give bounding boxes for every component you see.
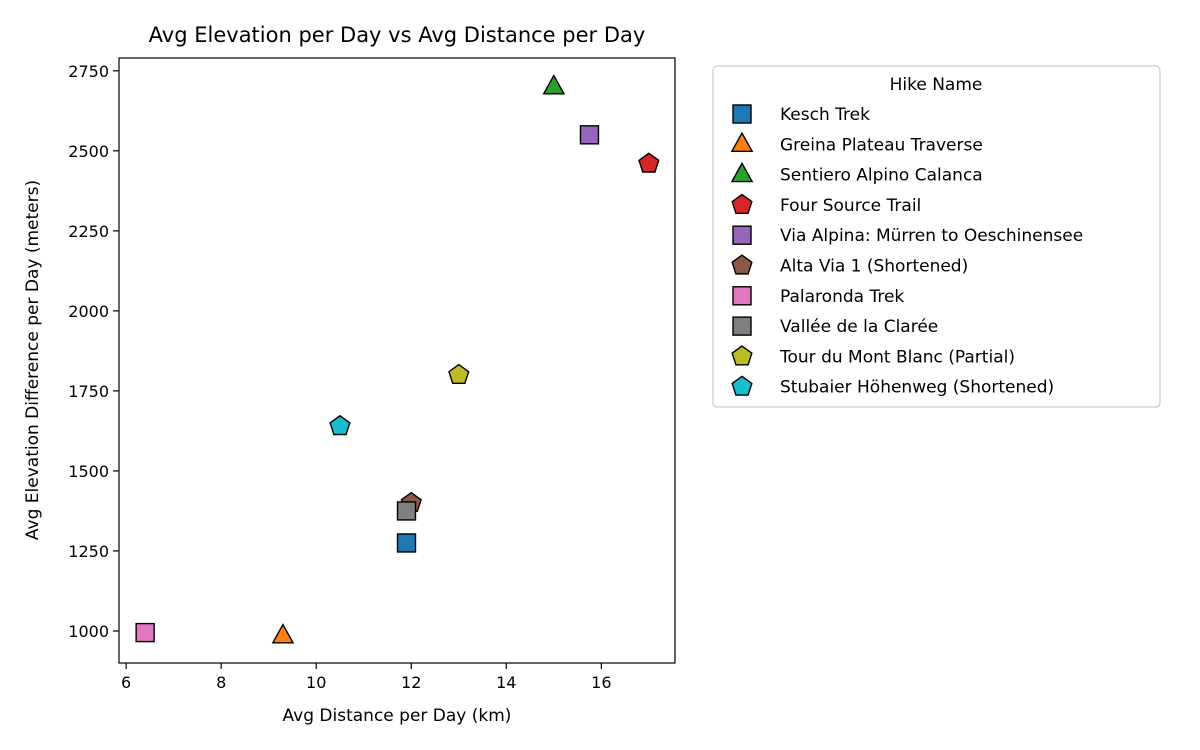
legend-marker xyxy=(731,193,753,214)
data-points xyxy=(135,74,660,644)
x-axis: 6 8 10 12 14 16 xyxy=(121,663,612,692)
legend-label: Vallée de la Clarée xyxy=(780,317,938,337)
x-tick-label: 10 xyxy=(306,673,326,692)
data-point xyxy=(542,74,566,95)
legend-label: Alta Via 1 (Shortened) xyxy=(780,257,968,277)
legend-marker xyxy=(730,161,754,183)
legend-items: Kesch Trek Greina Plateau Traverse Sentier… xyxy=(730,104,1083,398)
legend-label: Via Alpina: Mürren to Oeschinensee xyxy=(780,226,1083,246)
y-tick-label: 2500 xyxy=(68,142,109,161)
legend-item: Sentiero Alpino Calanca xyxy=(730,161,983,186)
chart-title: Avg Elevation per Day vs Avg Distance pe… xyxy=(149,23,646,47)
legend-label: Four Source Trail xyxy=(780,196,921,216)
legend-marker xyxy=(731,375,753,396)
plot-area: 6 8 10 12 14 16 1000 1250 1500 1750 2000 2250 2500 2… xyxy=(68,57,676,692)
y-tick-label: 1000 xyxy=(68,622,109,641)
legend-marker xyxy=(731,254,753,275)
y-tick-label: 1500 xyxy=(68,462,109,481)
legend-label: Palaronda Trek xyxy=(780,287,904,307)
data-point xyxy=(396,533,417,553)
y-axis-label: Avg Elevation Difference per Day (meters… xyxy=(23,180,43,540)
legend-title: Hike Name xyxy=(890,75,983,95)
data-point xyxy=(135,622,155,643)
legend-marker xyxy=(732,104,752,124)
legend-label: Stubaier Höhenweg (Shortened) xyxy=(780,378,1054,398)
y-tick-label: 2250 xyxy=(68,222,109,241)
legend-item: Alta Via 1 (Shortened) xyxy=(731,254,968,277)
legend-marker xyxy=(732,225,752,245)
x-tick-label: 16 xyxy=(591,673,611,692)
data-point xyxy=(638,152,660,173)
data-point xyxy=(579,125,600,145)
legend-frame xyxy=(712,65,1161,408)
data-point xyxy=(396,501,417,521)
legend: Hike Name Kesch Trek Greina Plateau Trave… xyxy=(712,65,1161,408)
legend-item: Tour du Mont Blanc (Partial) xyxy=(731,345,1015,367)
data-point xyxy=(448,363,470,384)
legend-item: Four Source Trail xyxy=(731,193,921,216)
x-tick-label: 12 xyxy=(401,673,421,692)
y-tick-label: 1750 xyxy=(68,382,109,401)
legend-label: Sentiero Alpino Calanca xyxy=(780,166,983,186)
legend-item: Vallée de la Clarée xyxy=(732,316,938,337)
legend-item: Greina Plateau Traverse xyxy=(730,131,983,155)
legend-label: Kesch Trek xyxy=(780,105,870,125)
x-axis-label: Avg Distance per Day (km) xyxy=(283,706,512,726)
legend-marker xyxy=(732,316,752,336)
legend-marker xyxy=(731,345,753,366)
y-axis: 1000 1250 1500 1750 2000 2250 2500 2750 xyxy=(68,62,119,641)
y-tick-label: 2750 xyxy=(68,62,109,81)
legend-marker xyxy=(732,286,752,306)
y-tick-label: 2000 xyxy=(68,302,109,321)
data-point xyxy=(329,414,351,436)
x-tick-label: 8 xyxy=(216,673,226,692)
x-tick-label: 6 xyxy=(121,673,131,692)
legend-label: Greina Plateau Traverse xyxy=(780,135,983,155)
legend-marker xyxy=(730,131,754,152)
plot-frame xyxy=(118,57,676,664)
legend-label: Tour du Mont Blanc (Partial) xyxy=(779,347,1015,367)
data-point xyxy=(271,623,295,644)
x-tick-label: 14 xyxy=(496,673,516,692)
legend-item: Stubaier Höhenweg (Shortened) xyxy=(731,375,1054,398)
legend-item: Palaronda Trek xyxy=(732,286,904,307)
legend-item: Via Alpina: Mürren to Oeschinensee xyxy=(732,225,1083,246)
legend-item: Kesch Trek xyxy=(732,104,870,125)
y-tick-label: 1250 xyxy=(68,542,109,561)
